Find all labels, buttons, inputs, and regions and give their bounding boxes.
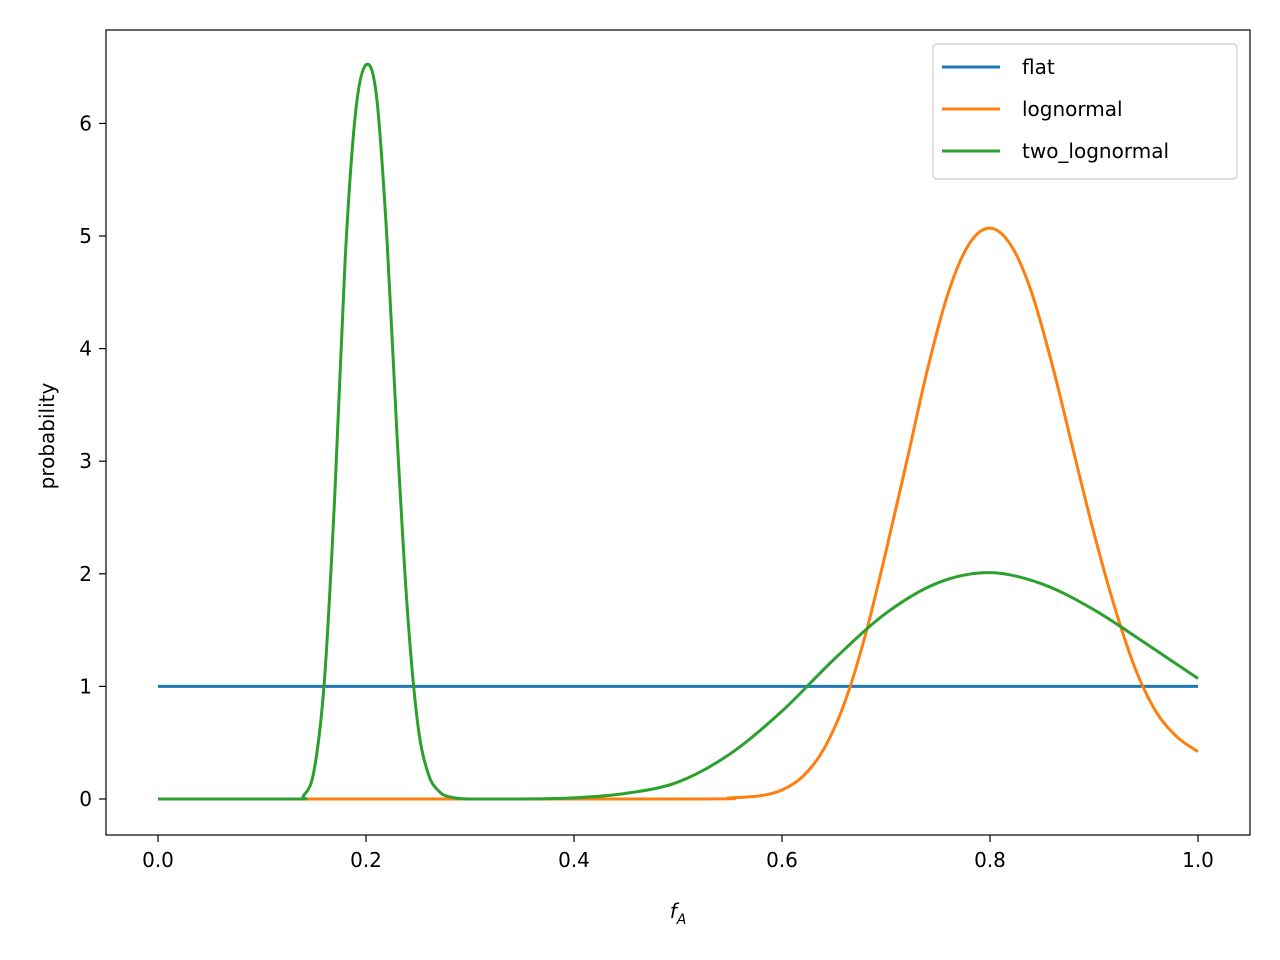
x-tick-label: 0.2 — [350, 848, 382, 872]
x-axis-label: fA — [670, 899, 687, 928]
x-tick-label: 0.6 — [766, 848, 798, 872]
y-tick-label: 2 — [79, 562, 92, 586]
y-tick-label: 6 — [79, 111, 92, 135]
series-line-lognormal — [158, 226, 1199, 801]
y-tick-label: 4 — [79, 337, 92, 361]
x-tick-label: 0.0 — [142, 848, 174, 872]
legend-label-two_lognormal: two_lognormal — [1022, 139, 1169, 163]
x-tick-label: 1.0 — [1182, 848, 1214, 872]
x-axis: 0.0 0.2 0.4 0.6 0.8 1.0 — [142, 835, 1214, 872]
y-tick-label: 3 — [79, 449, 92, 473]
y-tick-label: 1 — [79, 674, 92, 698]
legend-label-lognormal: lognormal — [1022, 97, 1123, 121]
series-layer — [158, 62, 1199, 801]
series-line-two_lognormal — [158, 62, 1199, 801]
legend-frame — [932, 43, 1238, 180]
legend: flat lognormal two_lognormal — [932, 43, 1238, 180]
x-tick-label: 0.4 — [558, 848, 590, 872]
y-tick-label: 5 — [79, 224, 92, 248]
y-axis-label: probability — [35, 382, 59, 489]
legend-label-flat: flat — [1022, 55, 1055, 79]
x-tick-label: 0.8 — [974, 848, 1006, 872]
y-tick-label: 0 — [79, 787, 92, 811]
y-axis: 0 1 2 3 4 5 6 — [79, 111, 106, 811]
plot-frame — [105, 29, 1251, 836]
